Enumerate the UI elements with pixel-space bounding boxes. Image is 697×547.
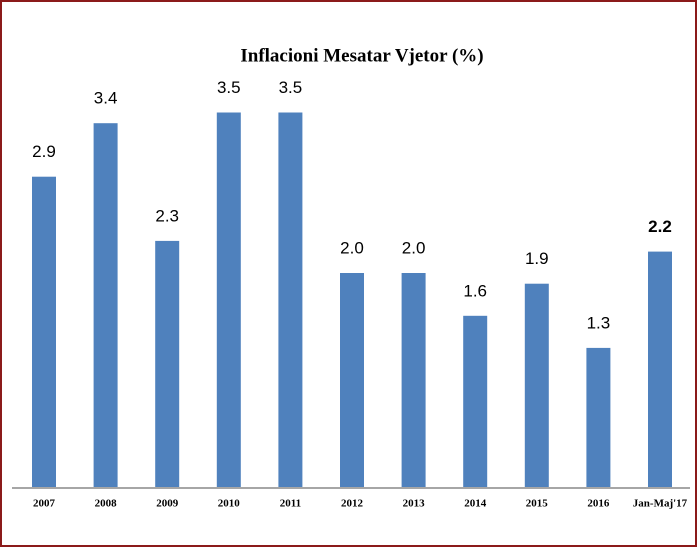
bar — [648, 251, 672, 487]
value-label: 3.5 — [279, 78, 303, 97]
bar — [32, 176, 56, 487]
value-label: 2.2 — [648, 217, 672, 236]
bar — [93, 123, 118, 487]
value-label: 1.6 — [463, 281, 487, 300]
bar — [463, 315, 488, 487]
x-tick-label: 2013 — [403, 498, 426, 510]
value-label: 1.3 — [587, 313, 611, 332]
value-label: 2.0 — [402, 238, 426, 257]
bar — [155, 240, 180, 487]
x-tick-label: 2012 — [341, 498, 364, 510]
bar — [586, 347, 611, 487]
chart-title: Inflacioni Mesatar Vjetor (%) — [240, 45, 483, 66]
bar — [524, 283, 549, 487]
x-tick-label: Jan-Maj'17 — [633, 498, 688, 510]
x-tick-label: 2009 — [156, 498, 179, 510]
value-label: 2.3 — [155, 206, 179, 225]
x-tick-label: 2007 — [33, 498, 56, 510]
value-label: 2.9 — [32, 142, 56, 161]
x-tick-label: 2016 — [587, 498, 610, 510]
value-label: 3.5 — [217, 78, 241, 97]
x-tick-label: 2015 — [526, 498, 549, 510]
x-tick-label: 2014 — [464, 498, 487, 510]
x-tick-label: 2010 — [218, 498, 241, 510]
bar — [340, 273, 364, 487]
bar — [278, 112, 303, 487]
x-tick-label: 2011 — [280, 498, 301, 510]
x-tick-label: 2008 — [95, 498, 118, 510]
bar — [401, 273, 426, 487]
value-label: 2.0 — [340, 238, 364, 257]
value-label: 1.9 — [525, 249, 549, 268]
bar — [216, 112, 241, 487]
value-label: 3.4 — [94, 89, 118, 108]
